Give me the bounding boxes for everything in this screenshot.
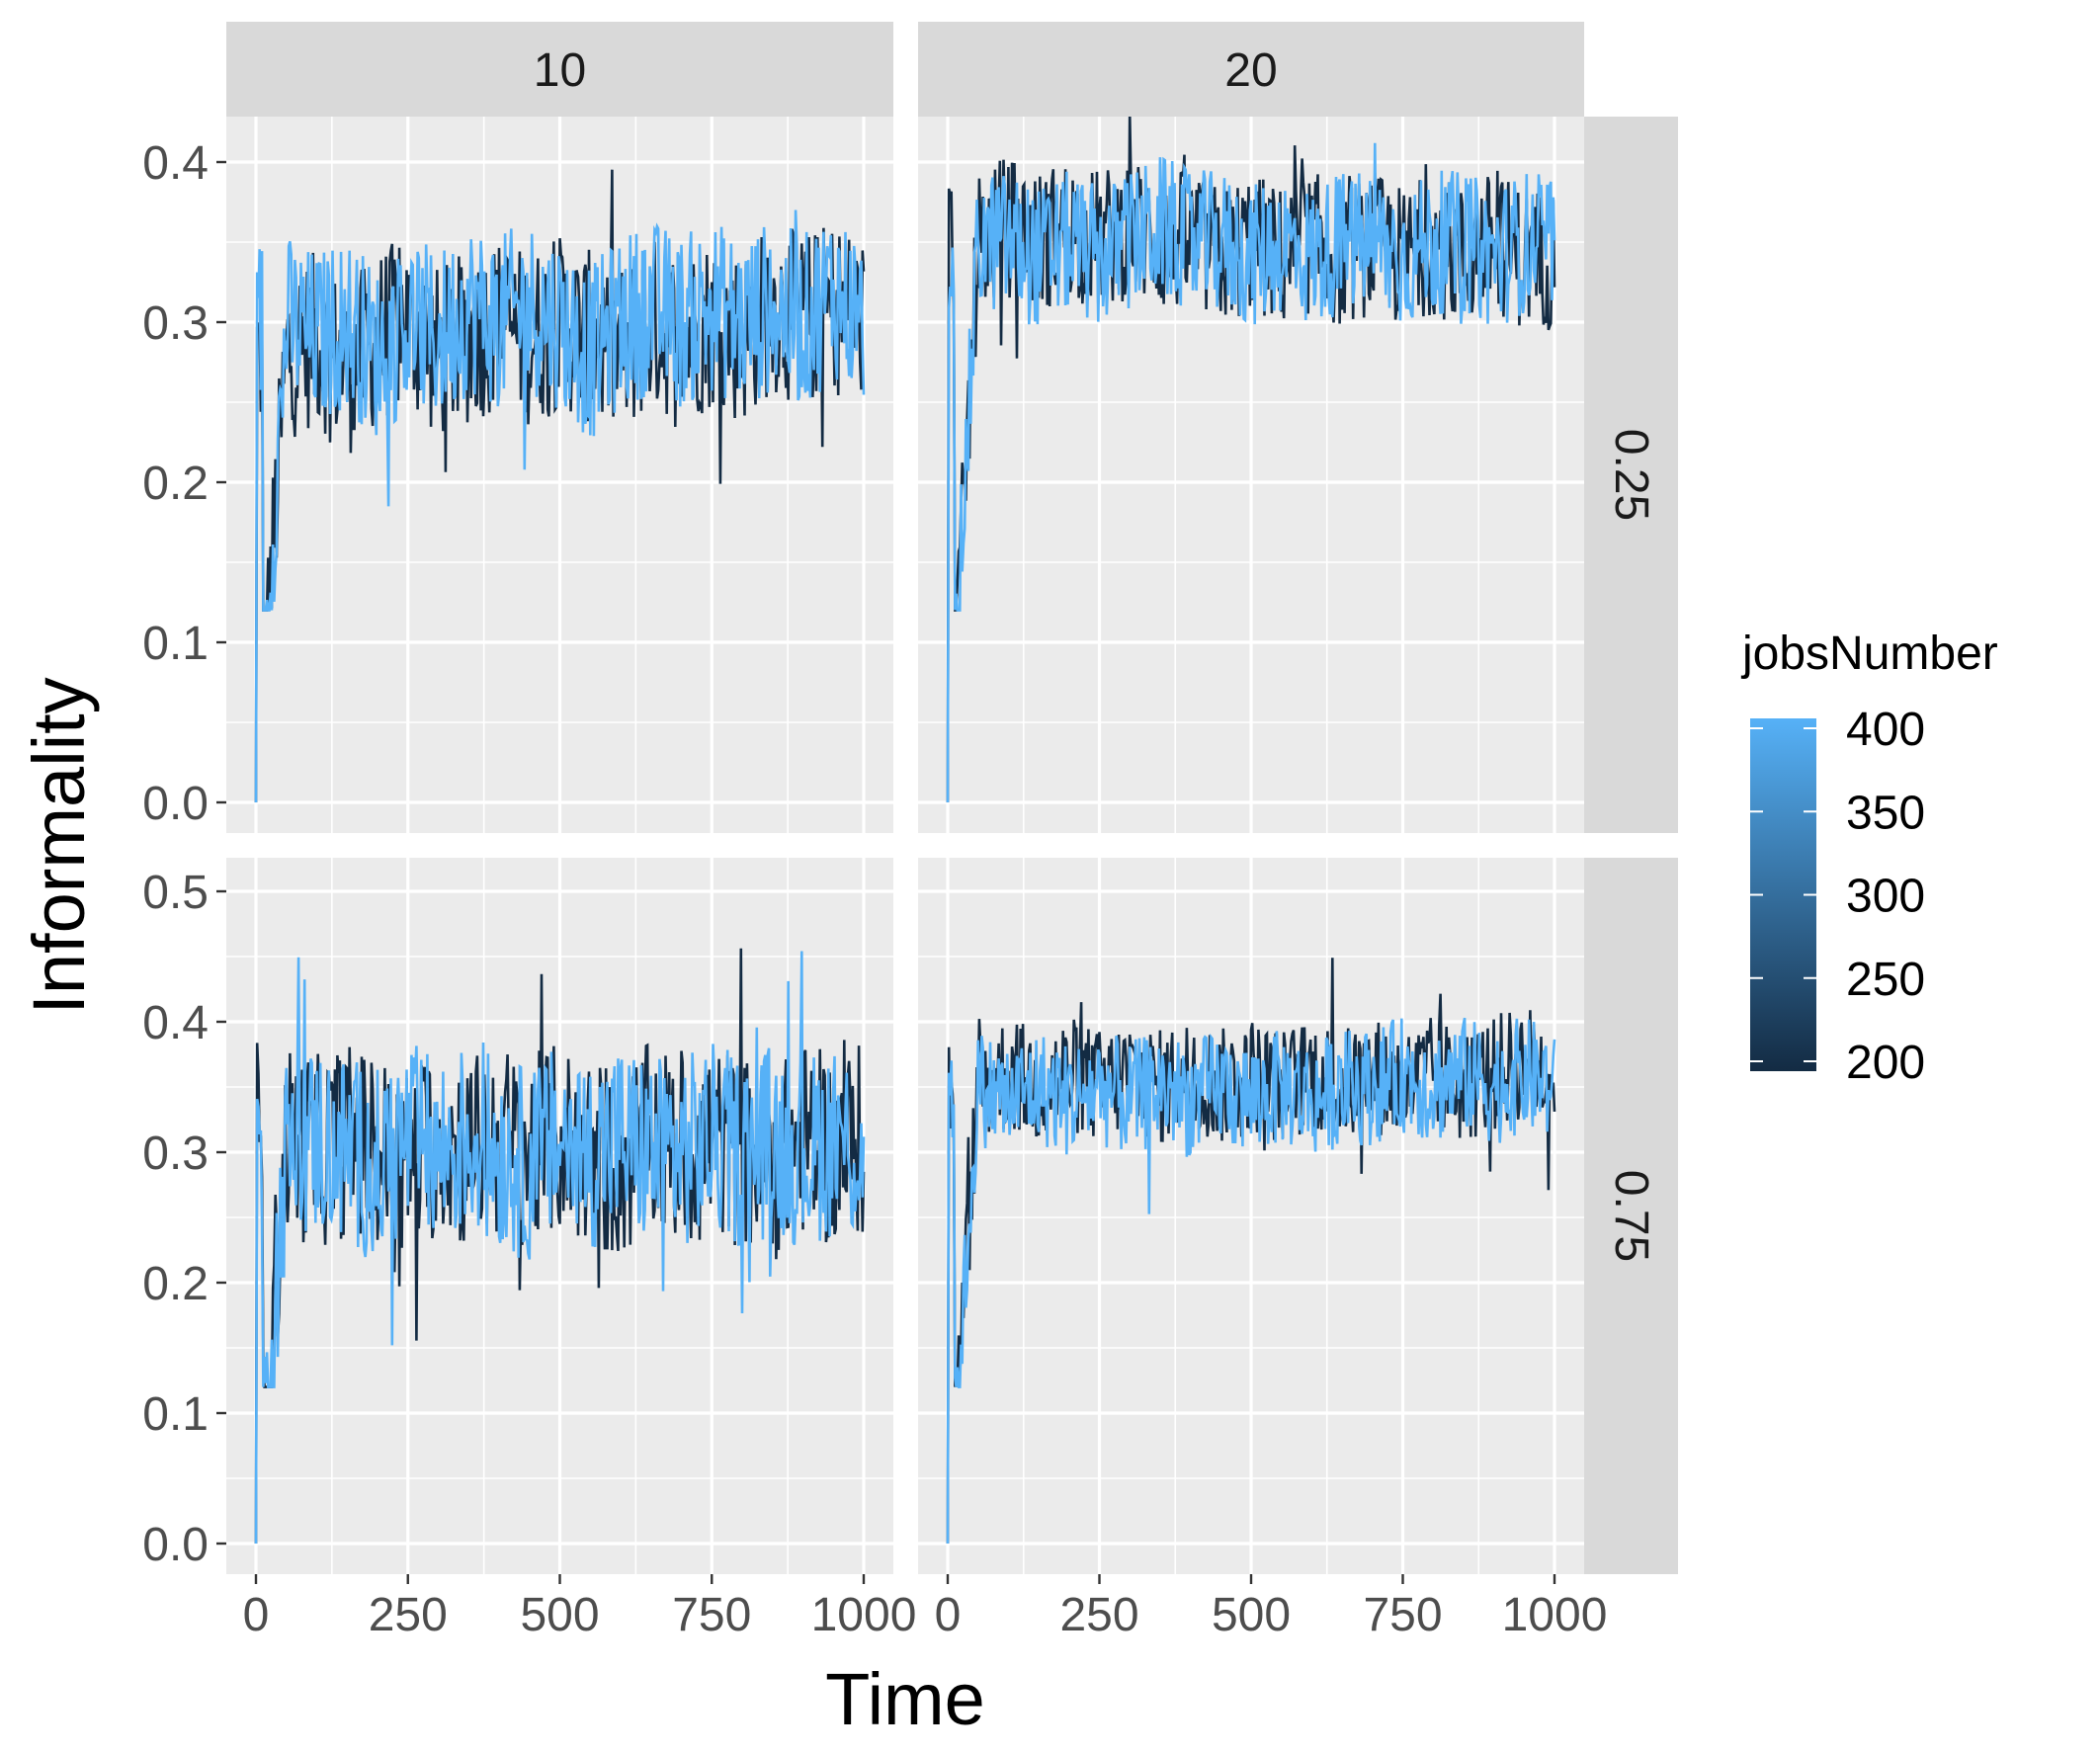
- x-tick-label: 750: [1363, 1589, 1442, 1641]
- facet-strip-col-10: 10: [226, 22, 893, 117]
- panel-row-0.25-col-20: [918, 117, 1584, 833]
- x-tick-label: 1000: [1502, 1589, 1608, 1641]
- panel-row-0.25-col-10: [226, 117, 893, 833]
- facet-strip-row-0.25: 0.25: [1584, 117, 1678, 833]
- series-line-jobs-400: [946, 1017, 1556, 1545]
- legend-tick-label: 200: [1846, 1037, 1925, 1089]
- y-axis-row-0.25: 0.0 0.1 0.2 0.3 0.4: [142, 137, 226, 830]
- y-tick-label: 0.4: [142, 997, 209, 1049]
- strip-background: [1584, 117, 1678, 833]
- y-tick-label: 0.2: [142, 458, 209, 510]
- strip-label: 10: [534, 44, 586, 97]
- legend-tick-label: 250: [1846, 954, 1925, 1006]
- x-tick-label: 0: [935, 1589, 962, 1641]
- series-line-jobs-400: [254, 951, 866, 1545]
- y-tick-label: 0.0: [142, 778, 209, 830]
- panel-row-0.75-col-20: [918, 858, 1584, 1574]
- y-tick-label: 0.1: [142, 618, 209, 670]
- y-axis-title: Informality: [18, 677, 100, 1014]
- strip-background: [1584, 858, 1678, 1574]
- strip-label: 0.75: [1605, 1170, 1657, 1262]
- y-tick-label: 0.2: [142, 1258, 209, 1310]
- x-tick-label: 250: [369, 1589, 448, 1641]
- y-tick-label: 0.3: [142, 1128, 209, 1180]
- strip-label: 0.25: [1605, 429, 1657, 521]
- series-line-jobs-400: [254, 209, 866, 803]
- strip-label: 20: [1224, 44, 1277, 97]
- legend: jobsNumber 400 350 300 250 200: [1740, 627, 1998, 1089]
- panel-row-0.75-col-10: [226, 858, 893, 1574]
- series-line-jobs-400: [946, 142, 1556, 803]
- x-tick-label: 500: [520, 1589, 599, 1641]
- legend-title: jobsNumber: [1740, 627, 1998, 680]
- x-axis-title: Time: [825, 1658, 985, 1740]
- facet-strip-col-20: 20: [918, 22, 1584, 117]
- x-tick-label: 250: [1059, 1589, 1138, 1641]
- facet-strip-row-0.75: 0.75: [1584, 858, 1678, 1574]
- x-tick-label: 1000: [811, 1589, 917, 1641]
- x-tick-label: 0: [243, 1589, 270, 1641]
- legend-tick-label: 300: [1846, 871, 1925, 923]
- legend-tick-label: 350: [1846, 787, 1925, 839]
- strip-background: [918, 22, 1584, 117]
- x-tick-label: 500: [1212, 1589, 1291, 1641]
- x-axis-col-10: 0 250 500 750 1000: [243, 1574, 917, 1641]
- y-axis-row-0.75: 0.0 0.1 0.2 0.3 0.4 0.5: [142, 867, 226, 1571]
- legend-tick-label: 400: [1846, 704, 1925, 756]
- y-tick-label: 0.4: [142, 137, 209, 190]
- y-tick-label: 0.1: [142, 1388, 209, 1441]
- x-axis-col-20: 0 250 500 750 1000: [935, 1574, 1608, 1641]
- y-tick-label: 0.0: [142, 1519, 209, 1571]
- strip-background: [226, 22, 893, 117]
- y-tick-label: 0.3: [142, 297, 209, 350]
- y-tick-label: 0.5: [142, 867, 209, 919]
- x-tick-label: 750: [672, 1589, 751, 1641]
